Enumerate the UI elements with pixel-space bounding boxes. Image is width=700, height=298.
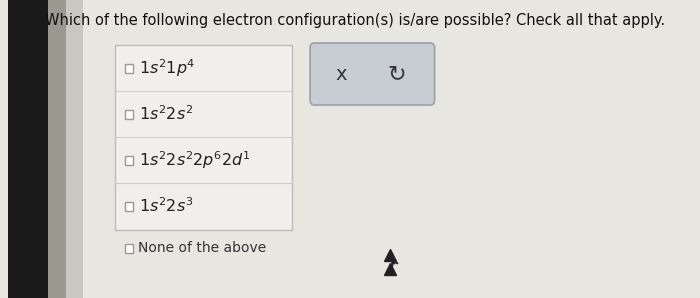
Bar [8, 0, 48, 298]
Text: $1s^22s^3$: $1s^22s^3$ [139, 197, 194, 215]
Bar [125, 244, 133, 253]
Bar [48, 0, 66, 298]
Text: $1s^22s^2$: $1s^22s^2$ [139, 105, 193, 123]
Bar [66, 0, 83, 298]
Bar [125, 109, 133, 119]
Text: ↻: ↻ [387, 64, 406, 84]
Bar [125, 201, 133, 210]
FancyBboxPatch shape [115, 45, 293, 230]
Text: x: x [335, 64, 347, 83]
Text: None of the above: None of the above [138, 241, 266, 255]
Text: $1s^22s^22p^6\!\,2d^1$: $1s^22s^22p^6\!\,2d^1$ [139, 149, 251, 171]
FancyBboxPatch shape [310, 43, 435, 105]
Text: Which of the following electron configuration(s) is/are possible? Check all that: Which of the following electron configur… [45, 13, 664, 28]
Bar [125, 156, 133, 164]
Bar [125, 63, 133, 72]
Text: $1s^21p^4$: $1s^21p^4$ [139, 57, 196, 79]
